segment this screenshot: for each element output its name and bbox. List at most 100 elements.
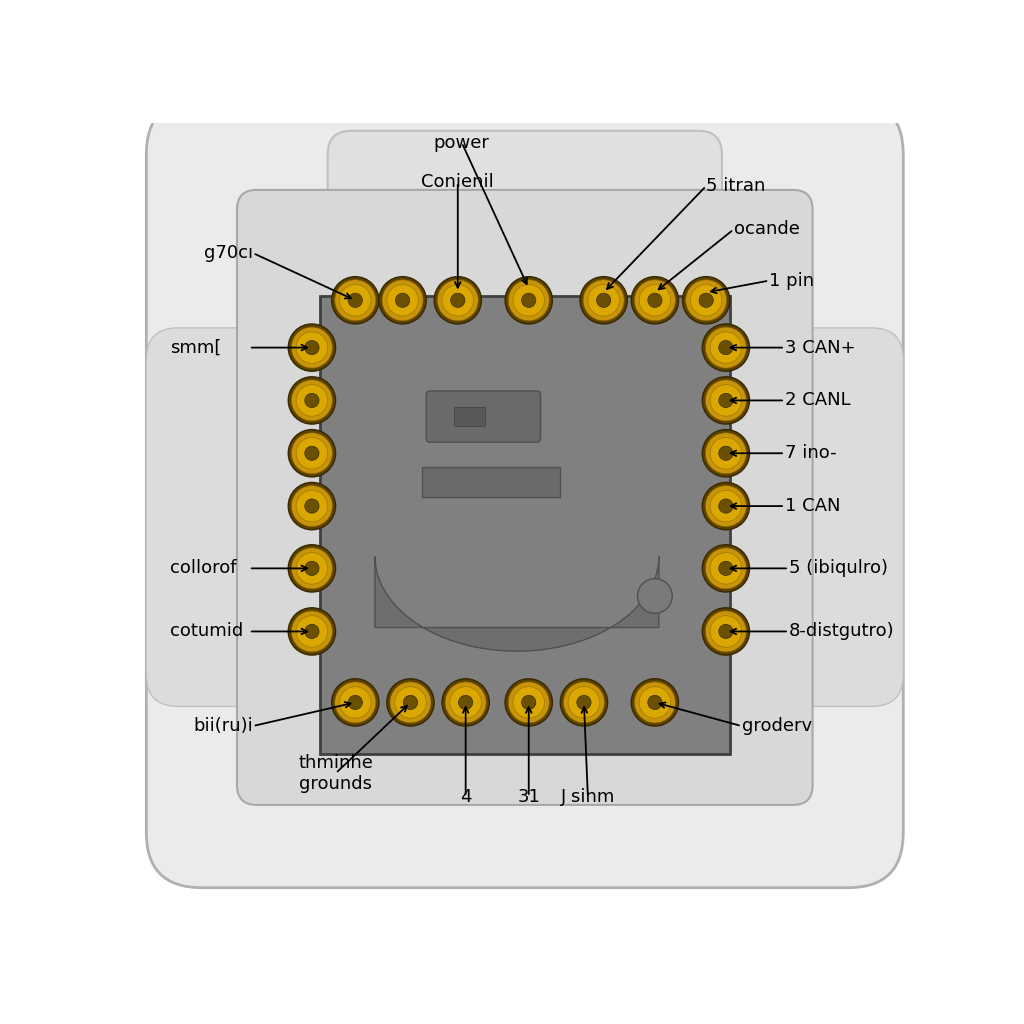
Circle shape (442, 285, 473, 316)
FancyBboxPatch shape (237, 189, 813, 805)
Circle shape (505, 276, 552, 324)
Circle shape (437, 280, 478, 321)
Circle shape (706, 433, 746, 474)
Circle shape (387, 679, 434, 726)
Circle shape (340, 285, 371, 316)
Text: 5 (ibiqulro): 5 (ibiqulro) (788, 559, 888, 578)
Circle shape (305, 561, 319, 575)
Circle shape (442, 679, 489, 726)
Circle shape (638, 579, 672, 613)
Circle shape (305, 341, 319, 354)
Circle shape (289, 545, 336, 592)
Text: 8-distgutro): 8-distgutro) (788, 623, 895, 640)
Text: cotumid: cotumid (170, 623, 244, 640)
Text: thminhe
grounds: thminhe grounds (298, 754, 373, 793)
Circle shape (296, 385, 328, 416)
Circle shape (521, 695, 536, 710)
Circle shape (719, 561, 733, 575)
Bar (319, 296, 730, 754)
Circle shape (305, 625, 319, 639)
Circle shape (706, 485, 746, 526)
Circle shape (296, 437, 328, 469)
Text: g70cı: g70cı (204, 244, 253, 262)
Circle shape (706, 380, 746, 421)
Circle shape (459, 695, 473, 710)
Circle shape (702, 482, 750, 529)
Text: 5 itran: 5 itran (707, 177, 766, 195)
Circle shape (699, 293, 714, 307)
Circle shape (702, 608, 750, 655)
Text: 4: 4 (460, 788, 471, 806)
Circle shape (296, 553, 328, 584)
Circle shape (513, 285, 545, 316)
Circle shape (710, 615, 741, 647)
Circle shape (450, 687, 481, 718)
Circle shape (639, 285, 671, 316)
Circle shape (395, 293, 410, 307)
Circle shape (635, 682, 676, 723)
Text: bii(ru)i: bii(ru)i (194, 717, 253, 735)
Circle shape (387, 285, 419, 316)
Circle shape (390, 682, 431, 723)
Circle shape (710, 385, 741, 416)
Circle shape (710, 553, 741, 584)
Circle shape (289, 608, 336, 655)
Circle shape (508, 682, 549, 723)
Circle shape (563, 682, 604, 723)
Text: 2 CANL: 2 CANL (785, 391, 851, 410)
Text: power: power (434, 133, 489, 152)
Circle shape (332, 276, 379, 324)
Circle shape (560, 679, 607, 726)
Circle shape (445, 682, 486, 723)
Circle shape (292, 611, 333, 652)
Circle shape (292, 548, 333, 589)
Circle shape (702, 430, 750, 477)
Circle shape (296, 615, 328, 647)
Circle shape (292, 380, 333, 421)
Circle shape (710, 437, 741, 469)
Circle shape (335, 682, 376, 723)
Circle shape (289, 324, 336, 372)
Circle shape (686, 280, 727, 321)
Text: 1 CAN: 1 CAN (785, 497, 841, 515)
Circle shape (508, 280, 549, 321)
Circle shape (292, 327, 333, 368)
Circle shape (340, 687, 371, 718)
Text: ocande: ocande (734, 220, 800, 239)
Text: 3 CAN+: 3 CAN+ (785, 339, 856, 356)
Circle shape (639, 687, 671, 718)
Circle shape (648, 695, 662, 710)
Circle shape (434, 276, 481, 324)
Circle shape (305, 499, 319, 513)
Circle shape (305, 446, 319, 461)
FancyBboxPatch shape (328, 131, 722, 289)
Circle shape (568, 687, 600, 718)
Circle shape (690, 285, 722, 316)
Circle shape (296, 332, 328, 364)
Circle shape (719, 393, 733, 408)
FancyBboxPatch shape (146, 328, 304, 707)
Text: groderv: groderv (741, 717, 812, 735)
Circle shape (588, 285, 620, 316)
Circle shape (292, 433, 333, 474)
Circle shape (719, 499, 733, 513)
Circle shape (710, 490, 741, 522)
Text: collorof: collorof (170, 559, 237, 578)
Circle shape (521, 293, 536, 307)
Circle shape (706, 548, 746, 589)
Circle shape (706, 327, 746, 368)
Text: 31: 31 (517, 788, 541, 806)
FancyBboxPatch shape (745, 328, 903, 707)
Circle shape (719, 446, 733, 461)
Circle shape (296, 490, 328, 522)
Circle shape (631, 276, 679, 324)
Circle shape (635, 280, 676, 321)
Circle shape (394, 687, 426, 718)
Circle shape (348, 695, 362, 710)
Circle shape (702, 377, 750, 424)
Circle shape (289, 482, 336, 529)
Circle shape (583, 280, 625, 321)
Circle shape (710, 332, 741, 364)
Circle shape (505, 679, 552, 726)
Circle shape (719, 341, 733, 354)
